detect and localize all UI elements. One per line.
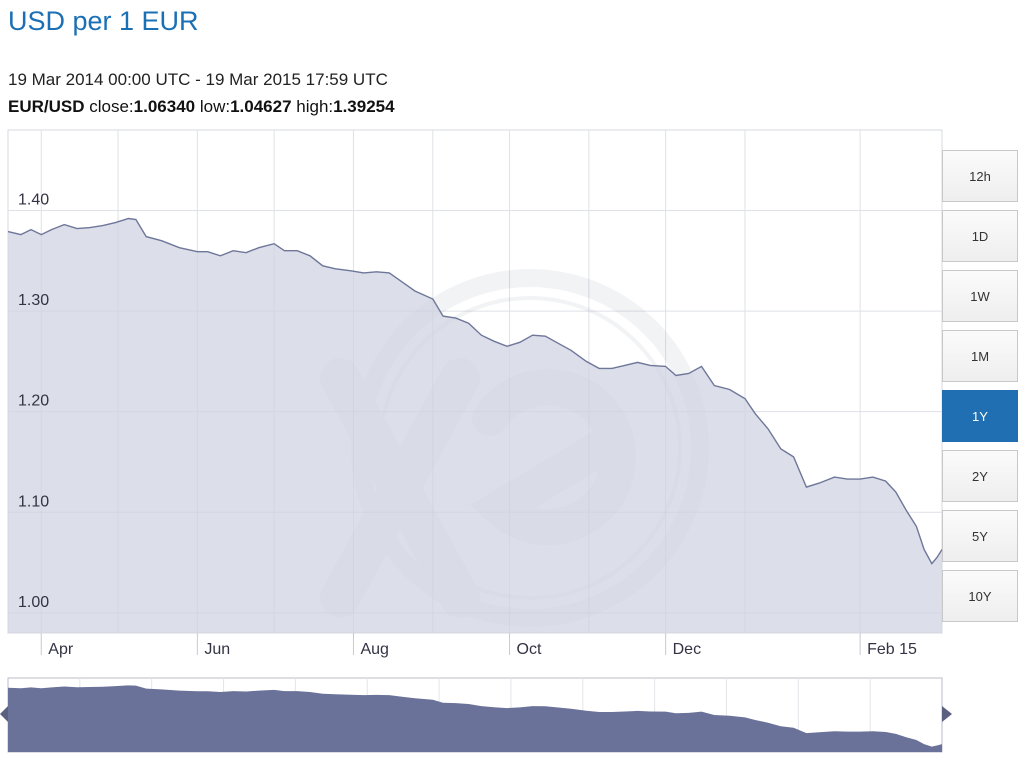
y-tick-label: 1.30	[18, 292, 49, 309]
y-tick-label: 1.20	[18, 393, 49, 410]
rate-area-fill	[8, 218, 942, 633]
low-value: 1.04627	[230, 97, 292, 116]
range-button-1w[interactable]: 1W	[942, 270, 1018, 322]
low-label: low:	[195, 97, 231, 116]
rate-line	[7, 217, 943, 565]
range-selector: 12h 1D 1W 1M 1Y 2Y 5Y 10Y	[942, 150, 1018, 630]
x-tick-label: Apr	[48, 641, 74, 658]
navigator-right-handle[interactable]	[942, 706, 952, 722]
high-value: 1.39254	[333, 97, 395, 116]
x-tick-label: Oct	[517, 641, 542, 658]
range-button-1d[interactable]: 1D	[942, 210, 1018, 262]
stats-line: EUR/USD close:1.06340 low:1.04627 high:1…	[8, 97, 395, 117]
main-chart[interactable]: 1.00 1.10 1.20 1.30 1.40 Apr Jun Aug Oct Dec Feb …	[0, 118, 946, 664]
high-label: high:	[291, 97, 334, 116]
range-button-12h[interactable]: 12h	[942, 150, 1018, 202]
x-tick-label: Aug	[360, 641, 388, 658]
navigator-left-handle[interactable]	[0, 706, 8, 722]
pair-label: EUR/USD	[8, 97, 85, 116]
range-button-2y[interactable]: 2Y	[942, 450, 1018, 502]
date-range: 19 Mar 2014 00:00 UTC - 19 Mar 2015 17:5…	[8, 70, 388, 89]
close-value: 1.06340	[133, 97, 196, 116]
y-tick-label: 1.40	[18, 191, 49, 208]
y-tick-label: 1.00	[18, 594, 49, 611]
navigator-chart[interactable]	[0, 672, 956, 758]
x-axis-labels: Apr Jun Aug Oct Dec Feb 15	[40, 633, 917, 658]
navigator-area	[8, 685, 942, 752]
y-tick-label: 1.10	[18, 493, 49, 510]
page-title: USD per 1 EUR	[8, 6, 199, 36]
x-tick-label: Feb 15	[867, 641, 917, 658]
range-button-5y[interactable]: 5Y	[942, 510, 1018, 562]
range-button-1y[interactable]: 1Y	[942, 390, 1018, 442]
x-tick-label: Jun	[204, 641, 230, 658]
x-tick-label: Dec	[673, 641, 701, 658]
close-label: close:	[84, 97, 134, 116]
range-button-10y[interactable]: 10Y	[942, 570, 1018, 622]
range-button-1m[interactable]: 1M	[942, 330, 1018, 382]
y-axis-labels: 1.00 1.10 1.20 1.30 1.40	[18, 191, 49, 610]
